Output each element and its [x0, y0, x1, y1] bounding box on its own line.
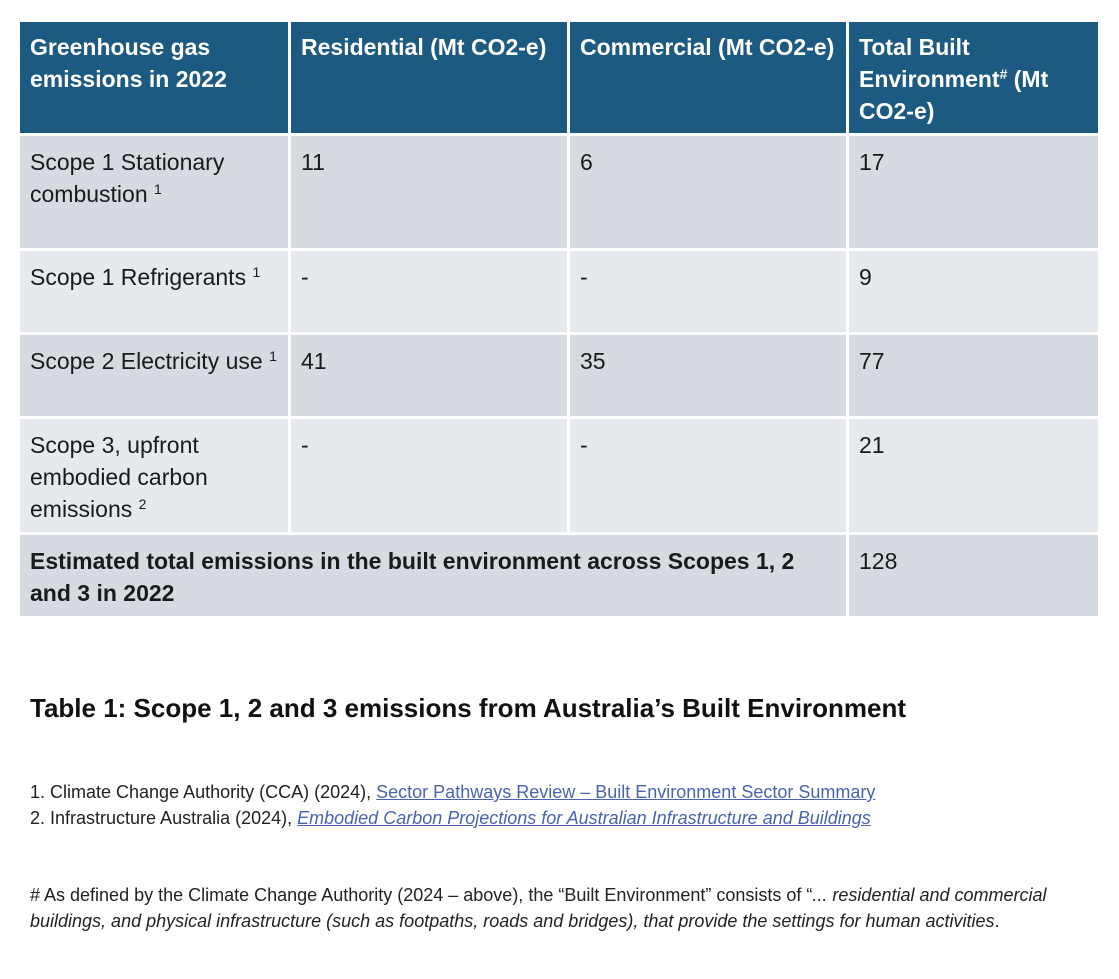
footnote-ref: 1: [252, 264, 261, 280]
reference-link-cca[interactable]: Sector Pathways Review – Built Environme…: [376, 782, 876, 802]
cell-commercial: -: [567, 416, 849, 535]
cell-commercial: -: [567, 248, 849, 335]
header-total-unit: (Mt CO2-e): [859, 66, 1049, 124]
table-row: Scope 3, upfront embodied carbon emissio…: [17, 416, 1101, 535]
cell-residential: 11: [288, 133, 570, 251]
table-row: Scope 2 Electricity use 1 41 35 77: [17, 332, 1101, 419]
reference-link-infrastructure-australia[interactable]: Embodied Carbon Projections for Australi…: [297, 808, 871, 828]
footnote-ref: 2: [138, 496, 147, 512]
footnote-ref: 1: [269, 348, 277, 364]
row-label: Scope 2 Electricity use 1: [17, 332, 291, 419]
cell-total: 17: [846, 133, 1101, 251]
row-label: Scope 1 Refrigerants 1: [17, 248, 291, 335]
table-row: Scope 1 Refrigerants 1 - - 9: [17, 248, 1101, 335]
cell-residential: 41: [288, 332, 570, 419]
hash-marker: #: [999, 66, 1008, 82]
cell-residential: -: [288, 416, 570, 535]
cell-total: 77: [846, 332, 1101, 419]
cell-total: 21: [846, 416, 1101, 535]
row-label: Scope 1 Stationary combustion 1: [17, 133, 291, 251]
reference-item: 1. Climate Change Authority (CCA) (2024)…: [30, 782, 876, 802]
table-caption: Table 1: Scope 1, 2 and 3 emissions from…: [30, 693, 907, 723]
header-commercial: Commercial (Mt CO2-e): [567, 19, 849, 136]
total-row-value: 128: [846, 532, 1101, 619]
cell-residential: -: [288, 248, 570, 335]
cell-total: 9: [846, 248, 1101, 335]
references: 1. Climate Change Authority (CCA) (2024)…: [30, 779, 875, 831]
reference-item: 2. Infrastructure Australia (2024), Embo…: [30, 808, 871, 828]
cell-commercial: 35: [567, 332, 849, 419]
emissions-table: Greenhouse gas emissions in 2022 Residen…: [17, 19, 1101, 619]
table-total-row: Estimated total emissions in the built e…: [17, 532, 1101, 619]
table-header-row: Greenhouse gas emissions in 2022 Residen…: [17, 19, 1101, 136]
header-total-label: Total Built Environment: [859, 34, 1000, 92]
header-category: Greenhouse gas emissions in 2022: [17, 19, 291, 136]
row-label: Scope 3, upfront embodied carbon emissio…: [17, 416, 291, 535]
footnote-ref: 1: [154, 181, 162, 197]
definition-quote: ... residential and commercial buildings…: [30, 885, 1047, 931]
definition-note: # As defined by the Climate Change Autho…: [30, 885, 1047, 931]
cell-commercial: 6: [567, 133, 849, 251]
table-row: Scope 1 Stationary combustion 1 11 6 17: [17, 133, 1101, 251]
header-residential: Residential (Mt CO2-e): [288, 19, 570, 136]
total-row-label: Estimated total emissions in the built e…: [17, 532, 849, 619]
header-total: Total Built Environment# (Mt CO2-e): [846, 19, 1101, 136]
